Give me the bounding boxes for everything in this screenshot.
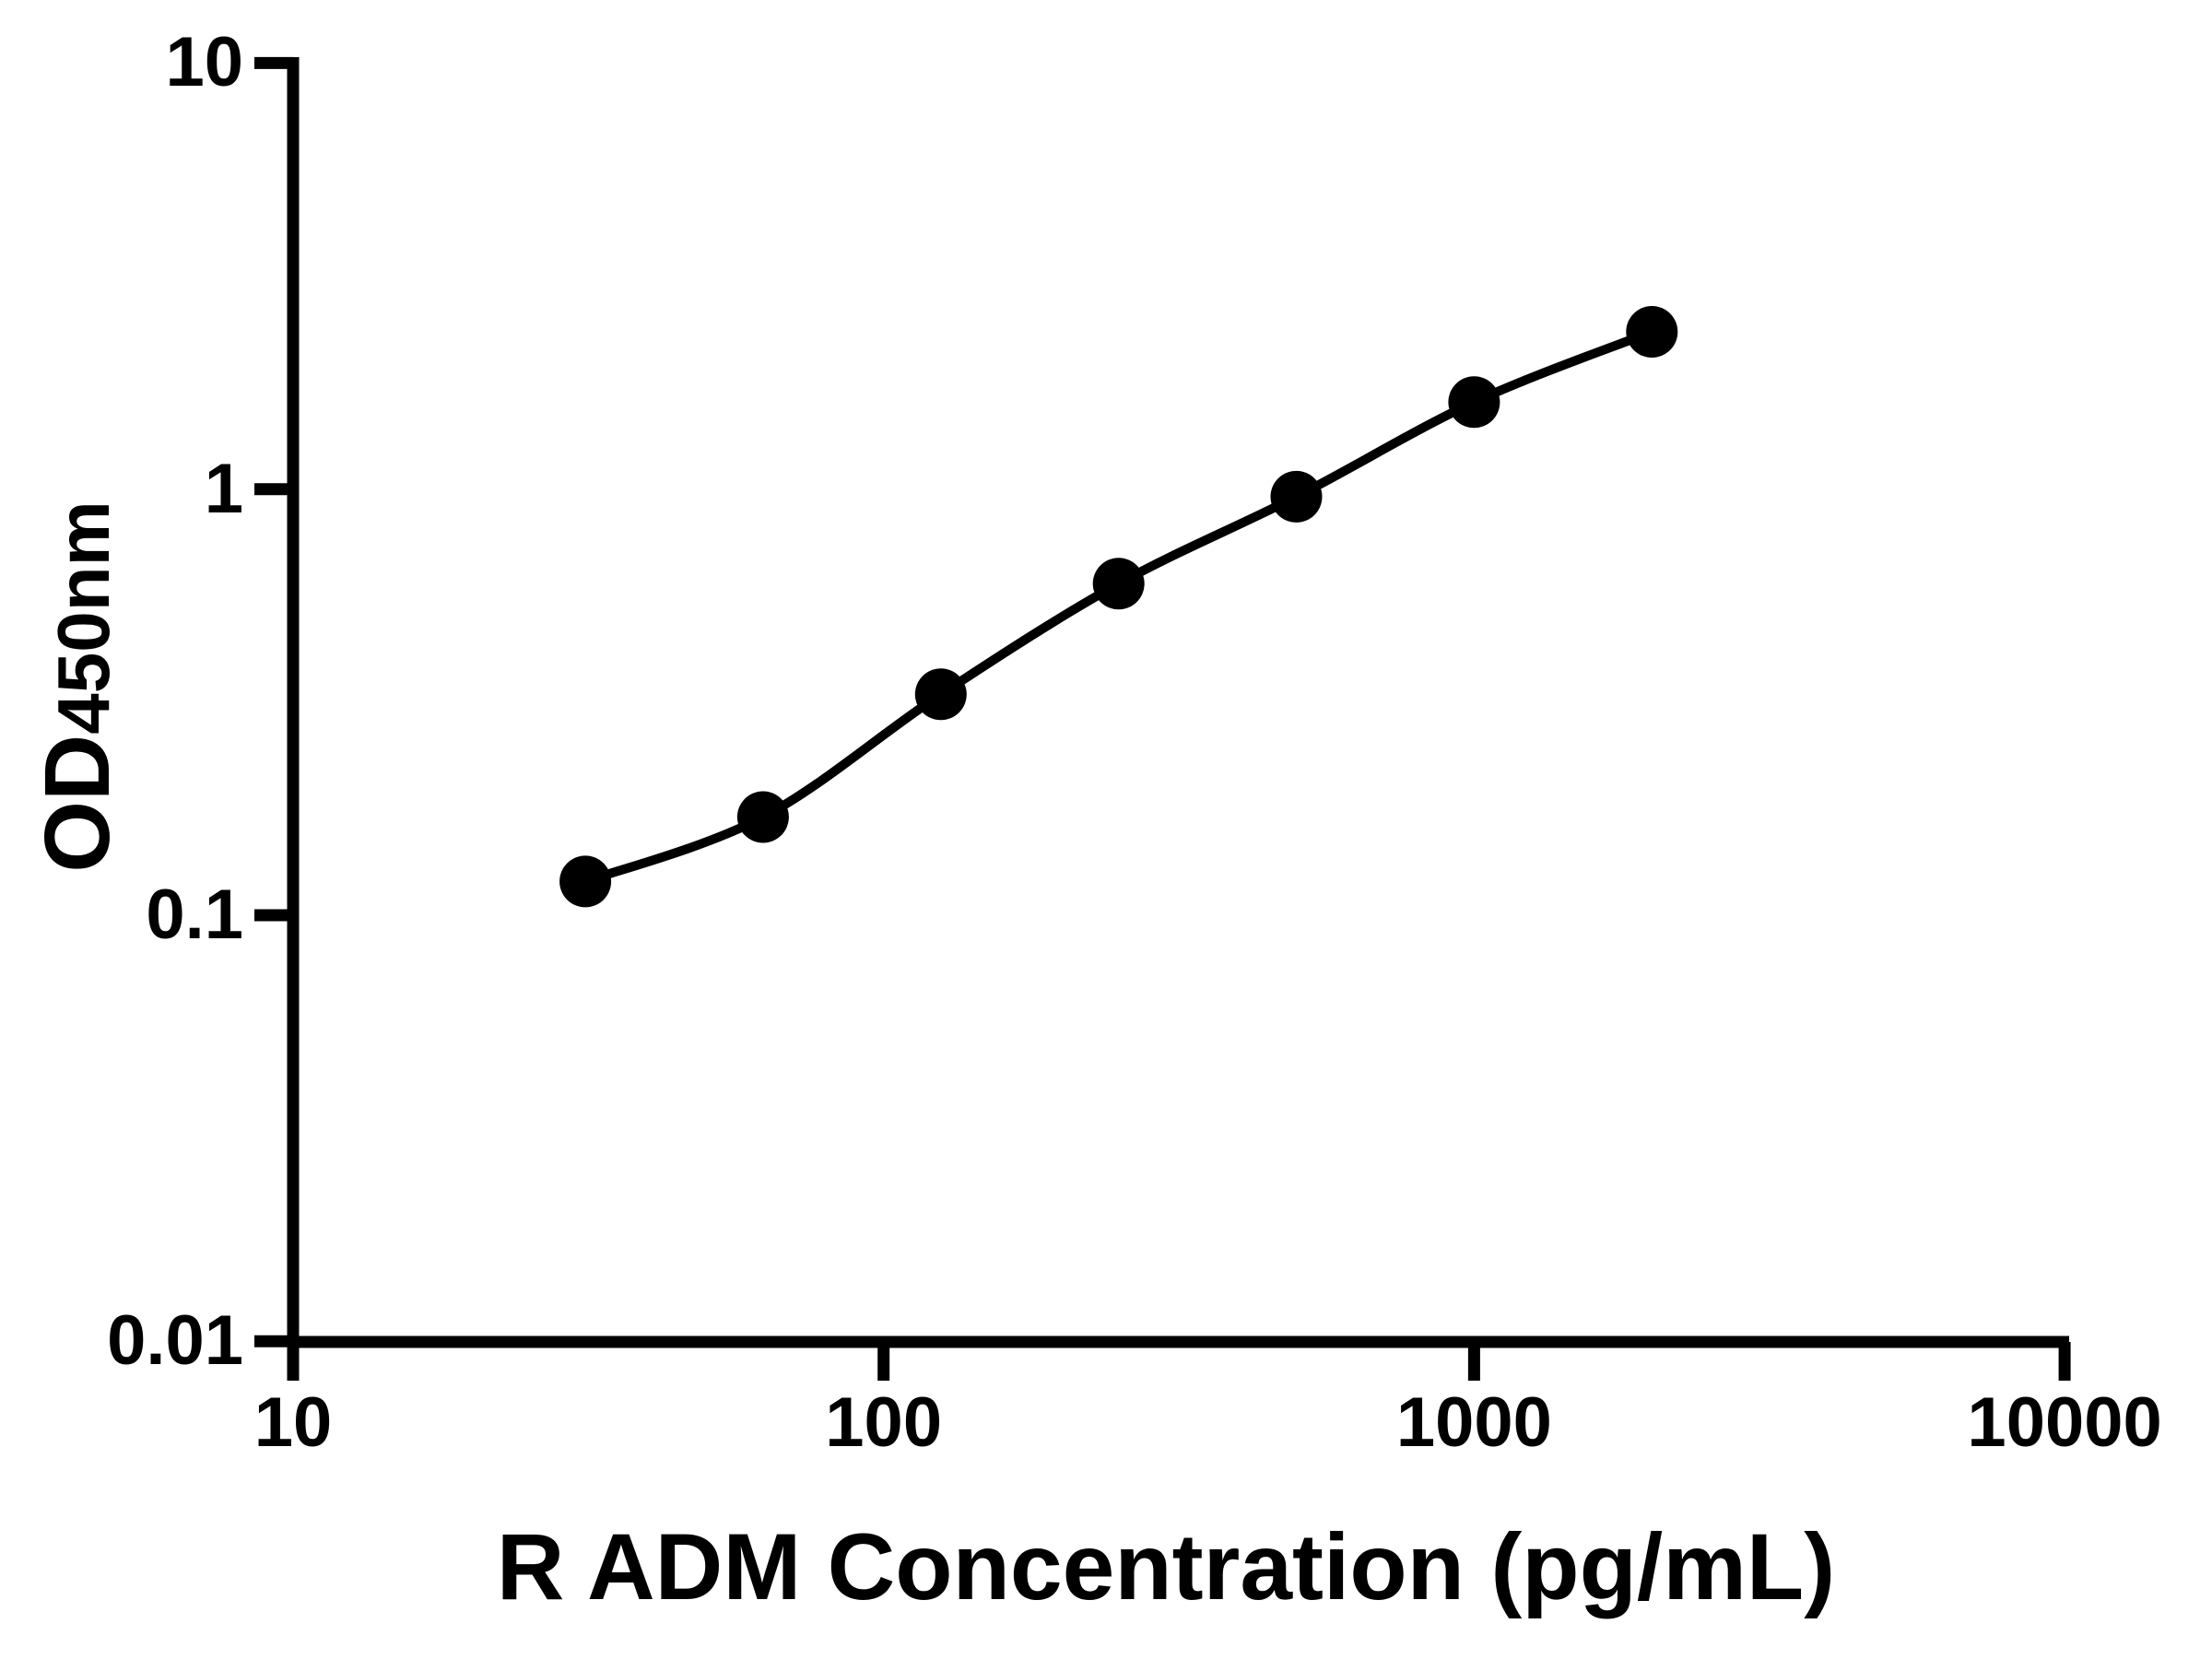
- x-tick-label-1000: 1000: [1395, 1383, 1552, 1462]
- y-axis-title-subscript: 450nm: [42, 500, 124, 735]
- y-axis-title-main: OD: [26, 734, 129, 873]
- y-tick-label-0p1: 0.1: [146, 876, 243, 954]
- x-tick-label-10000: 10000: [1967, 1383, 2162, 1462]
- data-point-marker: [1092, 558, 1145, 610]
- data-point-marker: [1270, 470, 1323, 523]
- y-axis-title: OD450nm: [26, 500, 129, 872]
- data-point-marker: [914, 668, 967, 721]
- y-tick-label-1: 1: [204, 449, 243, 528]
- y-tick-label-10: 10: [165, 23, 243, 102]
- data-point-marker: [559, 855, 612, 908]
- x-axis-title: R ADM Concentration (pg/mL): [496, 1514, 1836, 1619]
- x-tick-label-10: 10: [253, 1383, 333, 1462]
- data-point-marker: [1448, 376, 1500, 429]
- data-point-marker: [736, 791, 789, 843]
- y-tick-label-0p01: 0.01: [107, 1301, 243, 1381]
- x-tick-label-100: 100: [825, 1383, 943, 1462]
- data-point-marker: [1626, 306, 1678, 358]
